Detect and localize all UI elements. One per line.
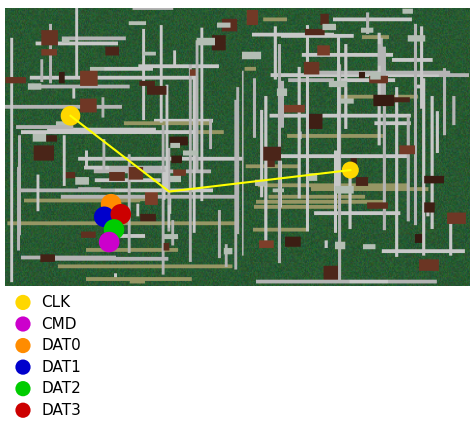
- Point: [107, 201, 115, 208]
- Point: [19, 407, 27, 413]
- Point: [19, 342, 27, 349]
- Text: CMD: CMD: [41, 317, 77, 331]
- Point: [19, 364, 27, 370]
- Point: [100, 213, 108, 220]
- Text: DAT3: DAT3: [41, 403, 81, 418]
- Text: DAT2: DAT2: [41, 381, 81, 396]
- Point: [19, 299, 27, 306]
- Point: [67, 112, 74, 119]
- Point: [346, 167, 354, 173]
- Point: [105, 239, 113, 245]
- Point: [19, 321, 27, 328]
- Text: DAT0: DAT0: [41, 338, 81, 353]
- Point: [19, 385, 27, 392]
- Text: CLK: CLK: [41, 295, 70, 310]
- Point: [117, 211, 125, 218]
- Point: [110, 226, 118, 233]
- Text: DAT1: DAT1: [41, 360, 81, 375]
